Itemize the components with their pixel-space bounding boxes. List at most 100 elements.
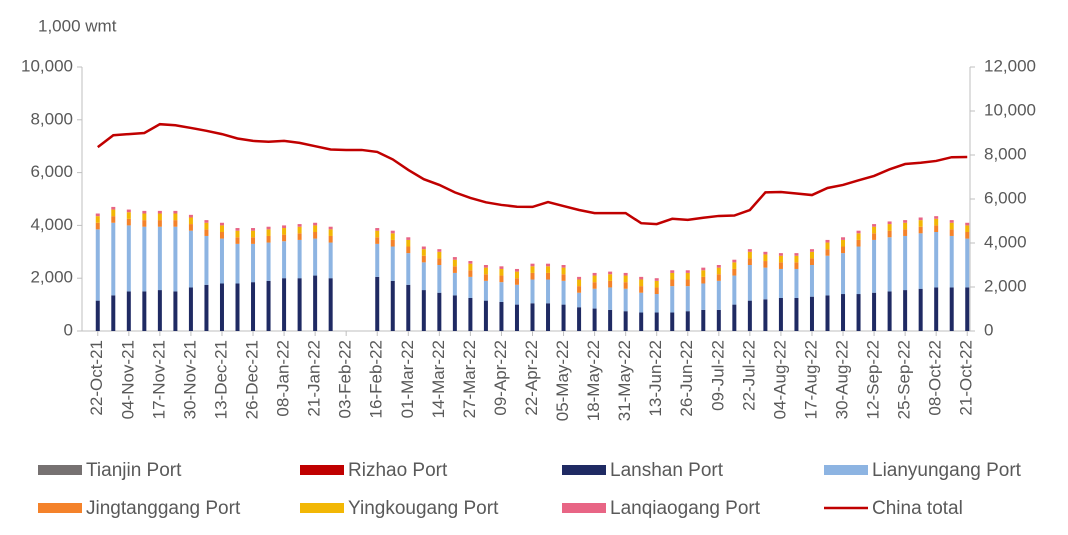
- legend-label: Jingtanggang Port: [86, 498, 241, 519]
- bar-segment: [639, 276, 644, 280]
- bar-segment: [297, 278, 302, 331]
- bar-segment: [390, 239, 395, 247]
- bar-segment: [468, 270, 473, 277]
- bar-segment: [282, 241, 287, 279]
- bar-segment: [452, 259, 457, 267]
- bar-segment: [266, 235, 271, 243]
- bar-segment: [328, 226, 333, 230]
- bar-segment: [157, 226, 162, 291]
- bar-segment: [763, 251, 768, 255]
- bar-segment: [173, 210, 178, 214]
- bar-segment: [685, 311, 690, 331]
- bar-segment: [157, 290, 162, 331]
- bar-segment: [251, 230, 256, 238]
- x-tick-label: 27-Mar-22: [460, 340, 479, 418]
- x-tick-label: 01-Mar-22: [398, 340, 417, 418]
- legend-swatch: [300, 503, 344, 513]
- bar-segment: [375, 276, 380, 331]
- bar-segment: [623, 288, 628, 312]
- bar-segment: [219, 238, 224, 284]
- bar-segment: [701, 309, 706, 331]
- bar-segment: [608, 280, 613, 288]
- bar-segment: [794, 262, 799, 269]
- bar-segment: [654, 280, 659, 288]
- bar-segment: [856, 294, 861, 331]
- bar-segment: [841, 294, 846, 331]
- bar-segment: [608, 274, 613, 281]
- bar-segment: [126, 212, 131, 219]
- bar-segment: [872, 226, 877, 234]
- y-tick-label: 10,000: [21, 56, 73, 75]
- bar-segment: [778, 268, 783, 298]
- bar-segment: [577, 276, 582, 280]
- bar-segment: [328, 278, 333, 331]
- bar-segment: [483, 280, 488, 301]
- bar-segment: [235, 237, 240, 244]
- bar-segment: [514, 271, 519, 279]
- bar-segment: [577, 307, 582, 331]
- bar-segment: [747, 265, 752, 301]
- bar-segment: [903, 235, 908, 291]
- bar-segment: [825, 255, 830, 296]
- bar-segment: [406, 284, 411, 331]
- x-tick-label: 05-May-22: [553, 340, 572, 421]
- bar-segment: [716, 265, 721, 268]
- bar-segment: [111, 216, 116, 223]
- legend-swatch: [38, 465, 82, 475]
- bar-segment: [390, 230, 395, 234]
- y2-tick-label: 12,000: [984, 56, 1036, 75]
- bar-segment: [934, 216, 939, 219]
- bar-segment: [809, 258, 814, 265]
- bar-segment: [794, 255, 799, 263]
- bar-segment: [841, 237, 846, 240]
- bar-segment: [219, 225, 224, 232]
- bar-segment: [530, 266, 535, 273]
- bar-segment: [778, 255, 783, 263]
- bar-segment: [623, 282, 628, 289]
- bar-segment: [654, 278, 659, 281]
- bar-segment: [483, 300, 488, 331]
- bar-segment: [965, 238, 970, 288]
- bar-segment: [887, 291, 892, 331]
- bar-segment: [235, 230, 240, 238]
- bar-segment: [794, 298, 799, 331]
- bar-segment: [949, 229, 954, 236]
- bar-segment: [251, 282, 256, 331]
- bar-segment: [561, 265, 566, 268]
- x-tick-label: 13-Dec-21: [211, 340, 230, 419]
- bar-segment: [763, 267, 768, 300]
- bar-segment: [235, 283, 240, 331]
- bar-segment: [313, 222, 318, 226]
- bar-segment: [499, 301, 504, 331]
- bar-segment: [934, 218, 939, 226]
- bar-segment: [390, 246, 395, 281]
- y2-tick-label: 4,000: [984, 232, 1027, 251]
- bar-segment: [266, 229, 271, 236]
- bar-segment: [266, 242, 271, 281]
- y2-tick-label: 0: [984, 320, 993, 339]
- bar-segment: [266, 280, 271, 331]
- bar-segment: [623, 275, 628, 283]
- legend-label: Lianyungang Port: [872, 460, 1022, 481]
- y-tick-label: 6,000: [30, 162, 73, 181]
- bar-segment: [188, 224, 193, 231]
- bar-segment: [142, 213, 147, 221]
- bar-segment: [282, 234, 287, 242]
- bar-segment: [561, 274, 566, 281]
- bar-segment: [918, 288, 923, 331]
- x-tick-label: 21-Oct-22: [957, 340, 976, 416]
- bar-segment: [732, 304, 737, 331]
- bar-segment: [716, 274, 721, 281]
- bar-segment: [421, 290, 426, 331]
- bar-segment: [639, 286, 644, 293]
- bar-segment: [670, 279, 675, 287]
- bar-segment: [639, 312, 644, 331]
- bar-segment: [918, 226, 923, 234]
- legend-label: Yingkougang Port: [348, 498, 499, 519]
- bar-segment: [887, 237, 892, 292]
- y2-tick-label: 8,000: [984, 144, 1027, 163]
- bar-segment: [157, 210, 162, 214]
- y-tick-label: 4,000: [30, 215, 73, 234]
- bar-segment: [514, 268, 519, 272]
- bar-segment: [421, 249, 426, 256]
